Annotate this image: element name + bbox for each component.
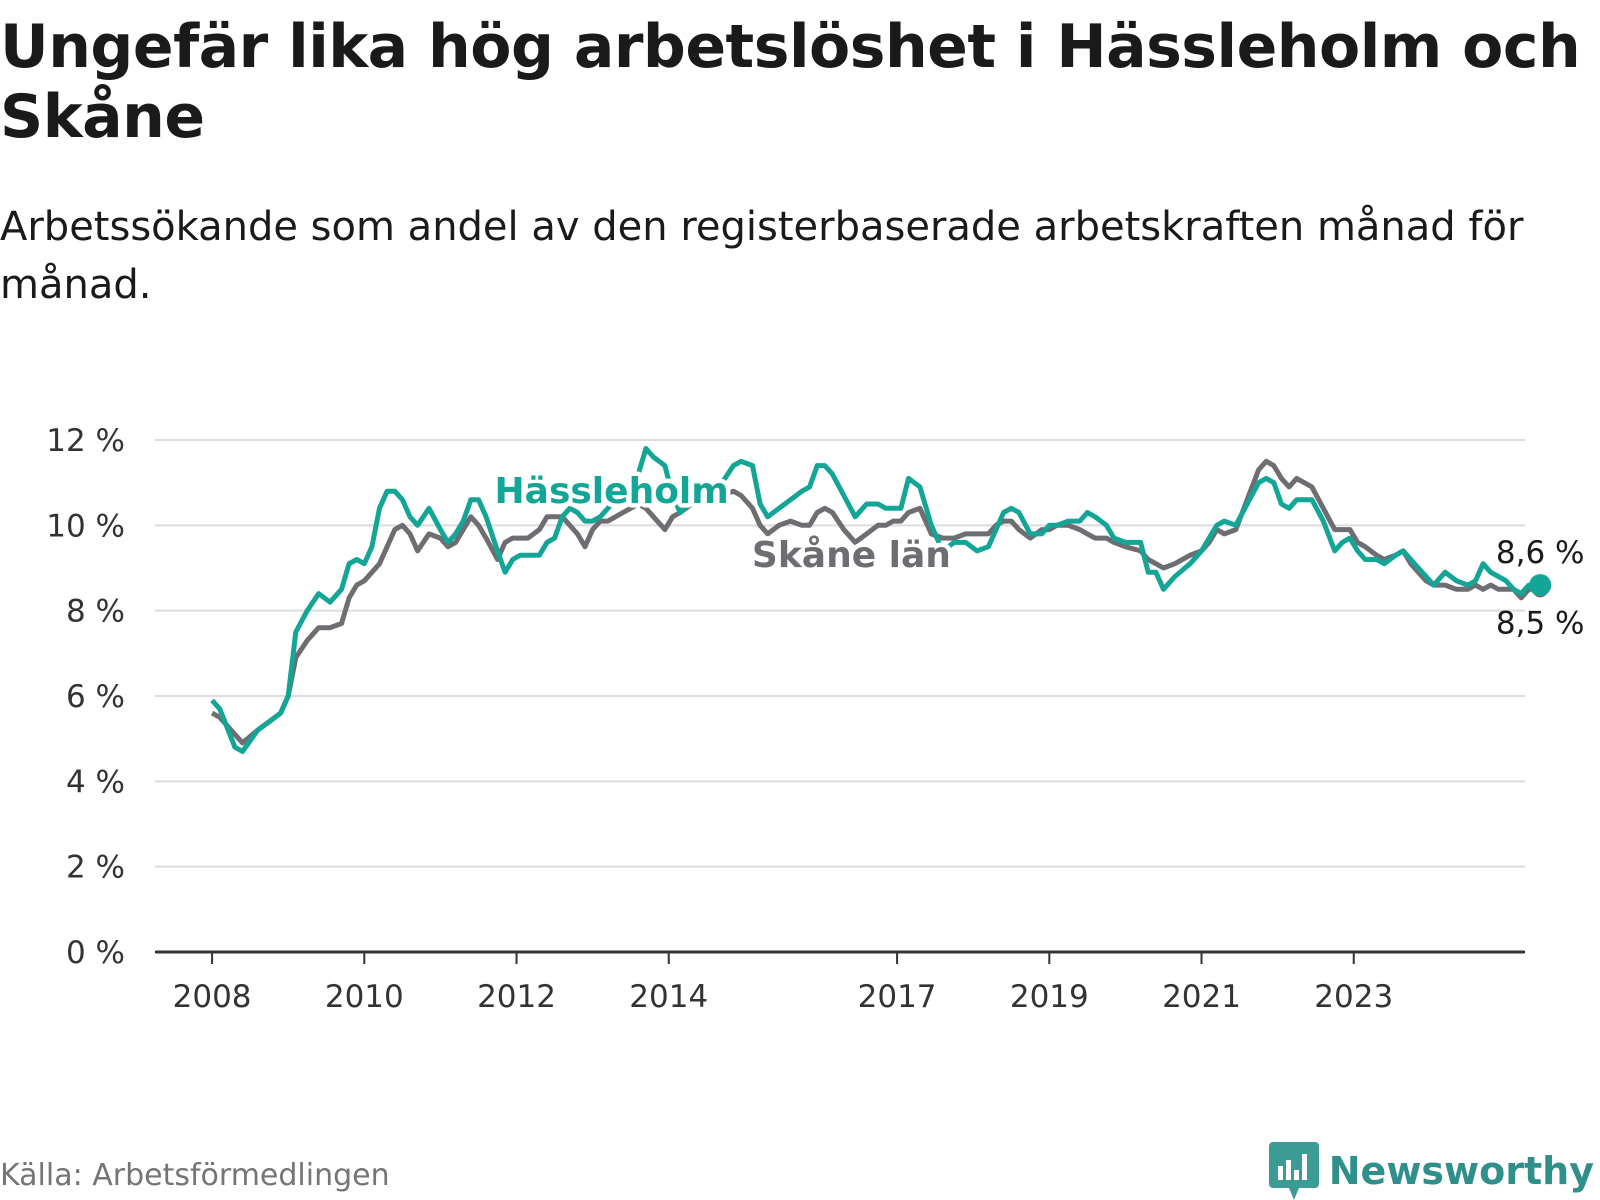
series-line-skane [210,458,1541,746]
x-tick-label: 2021 [1162,979,1241,1015]
series-label-hassleholm: Hässleholm [495,471,729,512]
series-label-skane: Skåne län [752,535,951,576]
y-tick-label: 0 % [66,935,125,971]
series-line-hassleholm [210,446,1541,754]
chart-title: Ungefär lika hög arbetslöshet i Hässleho… [0,12,1581,152]
y-tick-label: 4 % [66,764,125,800]
x-tick-label: 2019 [1010,979,1089,1015]
brand-name: Newsworthy [1328,1149,1594,1193]
chart-subtitle: Arbetssökande som andel av den registerb… [0,204,1524,308]
brand-logo[interactable]: Newsworthy [1268,1142,1594,1200]
y-tick-label: 2 % [66,850,125,886]
x-tick-label: 2012 [477,979,556,1015]
source-note: Källa: Arbetsförmedlingen [0,1158,390,1193]
y-tick-label: 12 % [46,423,125,459]
end-label-hassleholm: 8,6 % [1496,535,1585,571]
x-tick-label: 2014 [629,979,708,1015]
end-point-hassleholm [1529,574,1552,597]
x-tick-label: 2008 [173,979,252,1015]
y-tick-label: 6 % [66,679,125,715]
y-tick-label: 10 % [46,508,125,544]
x-tick-label: 2017 [858,979,937,1015]
x-tick-label: 2010 [325,979,404,1015]
end-label-skane: 8,5 % [1496,605,1585,641]
line-chart: 0 % 2 % 4 % 6 % 8 % 10 % 12 % 2008 2010 2012 2014 2… [46,423,1585,1015]
newsworthy-logo-icon [1268,1142,1319,1200]
x-tick-label: 2023 [1314,979,1393,1015]
y-tick-label: 8 % [66,594,125,630]
